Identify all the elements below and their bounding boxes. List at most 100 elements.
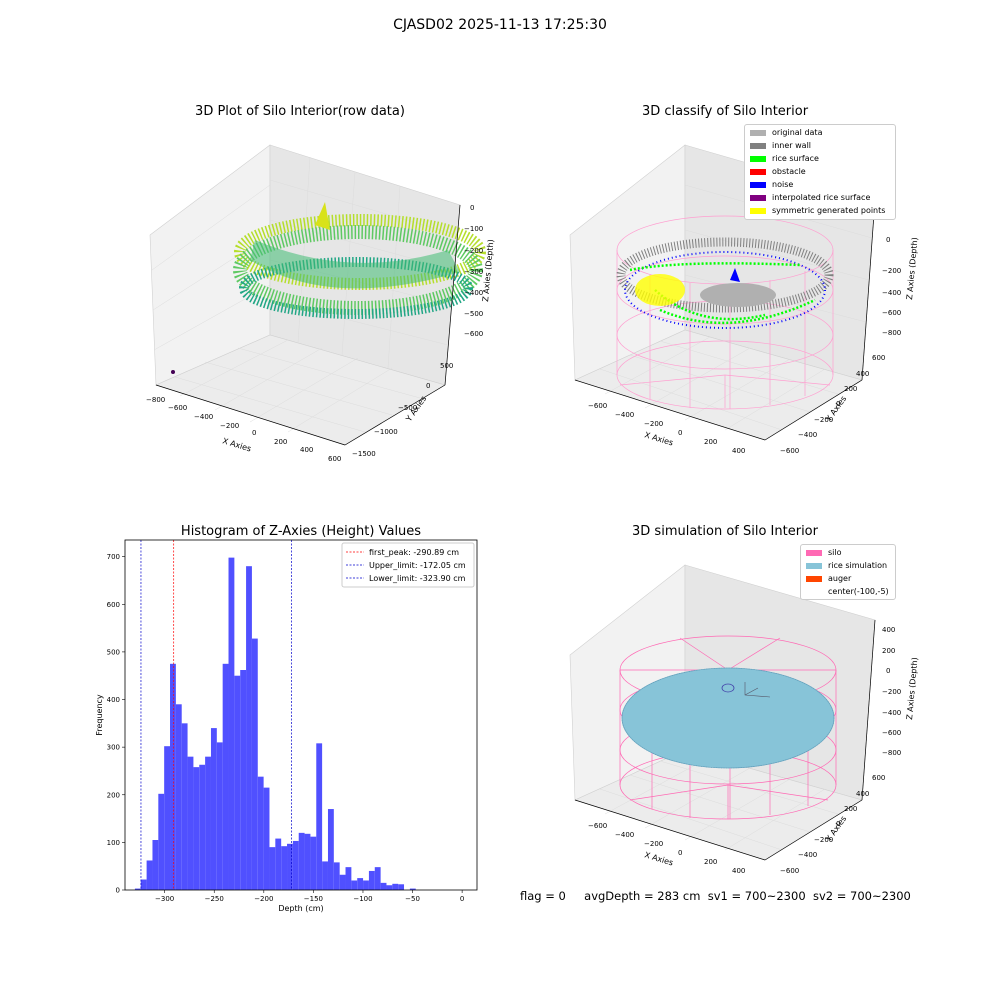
histogram-bar (263, 787, 270, 890)
histogram-bar (269, 847, 276, 890)
raw-ztick: −200 (464, 247, 483, 255)
histogram-bar (164, 746, 171, 890)
simulation-grid (599, 756, 839, 851)
histogram-y-ticks: 0 100 200 300 400 500 600 700 (107, 553, 125, 895)
simulation-center-marker (744, 682, 771, 698)
classify-ytick: 200 (844, 385, 857, 393)
simulation-ztick: 400 (882, 626, 895, 634)
simulation-ytick: 0 (836, 820, 840, 828)
histogram-bar (386, 885, 393, 890)
histogram-bar (392, 883, 399, 890)
simulation-xlabel: X Axies (643, 850, 674, 867)
legend-upper-limit: Upper_limit: -172.05 cm (369, 561, 466, 570)
legend-noise: noise (772, 180, 794, 189)
status-sv1: sv1 = 700~2300 (707, 889, 806, 903)
histogram-bar (409, 888, 416, 890)
histogram-chart: −300 −250 −200 −150 −100 −50 0 0 100 200 300 400 50… (95, 539, 478, 913)
legend-center: center(-100,-5) (828, 587, 889, 596)
raw-y-axis-line (344, 384, 446, 446)
histogram-xtick-label: −250 (205, 895, 224, 903)
raw-ytick: 0 (426, 382, 430, 390)
histogram-bar (234, 675, 241, 890)
histogram-bar (292, 840, 299, 890)
histogram-bar (374, 867, 381, 890)
histogram-bar (281, 846, 288, 890)
histogram-bar (146, 860, 153, 890)
histogram-legend-box (341, 542, 475, 588)
histogram-bar (357, 878, 364, 890)
raw-ztick: 0 (470, 204, 474, 212)
histogram-bar (134, 888, 141, 890)
legend-lower-limit: Lower_limit: -323.90 cm (369, 574, 466, 583)
raw-plot-title: 3D Plot of Silo Interior(row data) (195, 104, 405, 119)
classify-noise-peak (730, 268, 740, 282)
raw-peak (315, 202, 330, 230)
histogram-xlabel: Depth (cm) (278, 904, 323, 913)
legend-auger: auger (828, 574, 852, 583)
simulation-xtick: −200 (644, 840, 663, 848)
histogram-bar (158, 793, 165, 890)
raw-xtick: 0 (252, 429, 256, 437)
histogram-bar (310, 836, 317, 890)
raw-outlier-point (171, 370, 175, 374)
classify-z-ticks: 200 0 −200 −400 −600 −800 (882, 205, 901, 337)
classify-ytick: −400 (798, 431, 817, 439)
classify-xtick: −400 (615, 411, 634, 419)
histogram-bar (140, 879, 147, 890)
simulation-xtick: −600 (588, 822, 607, 830)
histogram-bar (181, 723, 188, 890)
legend-rice-simulation: rice simulation (828, 561, 888, 570)
raw-xtick: 200 (274, 438, 287, 446)
classify-y-axis-line (764, 379, 863, 441)
histogram-bar (363, 880, 369, 890)
classify-ytick: 400 (856, 370, 869, 378)
histogram-xtick-label: −200 (254, 895, 273, 903)
classify-symmetric-points (635, 274, 685, 306)
simulation-3d-plot: −600 −400 −200 0 200 400 X Axies −600 −4… (569, 564, 919, 875)
histogram-vlines (140, 540, 292, 890)
histogram-bar (339, 874, 346, 890)
classify-ytick: −200 (814, 416, 833, 424)
raw-ztick: −300 (464, 268, 483, 276)
histogram-xtick-label: 0 (460, 895, 464, 903)
simulation-xtick: 0 (678, 849, 682, 857)
histogram-ytick-label: 0 (116, 887, 120, 895)
classify-original-cluster (700, 283, 776, 307)
raw-xtick: −600 (168, 404, 187, 412)
raw-ytick: −1500 (352, 450, 376, 458)
classify-zlabel: Z Axies (Depth) (905, 237, 919, 300)
histogram-bar (298, 832, 305, 890)
histogram-bar (327, 809, 334, 890)
simulation-ytick: 600 (872, 774, 885, 782)
raw-xtick: −400 (194, 413, 213, 421)
simulation-ytick: 400 (856, 790, 869, 798)
legend-symmetric: symmetric generated points (772, 206, 886, 215)
histogram-xtick-label: −300 (155, 895, 174, 903)
status-line: flag = 0 avgDepth = 283 cm sv1 = 700~230… (520, 889, 911, 903)
simulation-ztick: −800 (882, 749, 901, 757)
classify-y-ticks: −600 −400 −200 0 200 400 600 (780, 354, 885, 455)
legend-interpolated: interpolated rice surface (772, 193, 871, 202)
simulation-xtick: 200 (704, 858, 717, 866)
raw-xtick: −800 (146, 396, 165, 404)
legend-silo: silo (828, 548, 842, 557)
histogram-bar (251, 638, 258, 890)
simulation-ztick: −200 (882, 688, 901, 696)
simulation-rice-surface (621, 667, 835, 769)
simulation-ztick: −600 (882, 729, 901, 737)
simulation-ztick: 0 (886, 667, 890, 675)
classify-ztick: −200 (882, 267, 901, 275)
histogram-ytick-label: 600 (107, 601, 120, 609)
raw-surface-fill (250, 240, 460, 289)
simulation-y-axis-line (764, 799, 863, 861)
classify-xtick: −600 (588, 402, 607, 410)
status-sv2: sv2 = 700~2300 (812, 889, 911, 903)
histogram-bar (216, 742, 223, 890)
classify-xtick: 0 (678, 429, 682, 437)
classify-plot-title: 3D classify of Silo Interior (641, 104, 809, 119)
classify-ztick: 0 (886, 236, 890, 244)
histogram-ytick-label: 400 (107, 696, 120, 704)
classify-inner-wall (616, 237, 834, 313)
histogram-bar (380, 882, 387, 890)
raw-3d-plot: −800 −600 −400 −200 0 200 400 600 X Axie… (146, 144, 495, 463)
